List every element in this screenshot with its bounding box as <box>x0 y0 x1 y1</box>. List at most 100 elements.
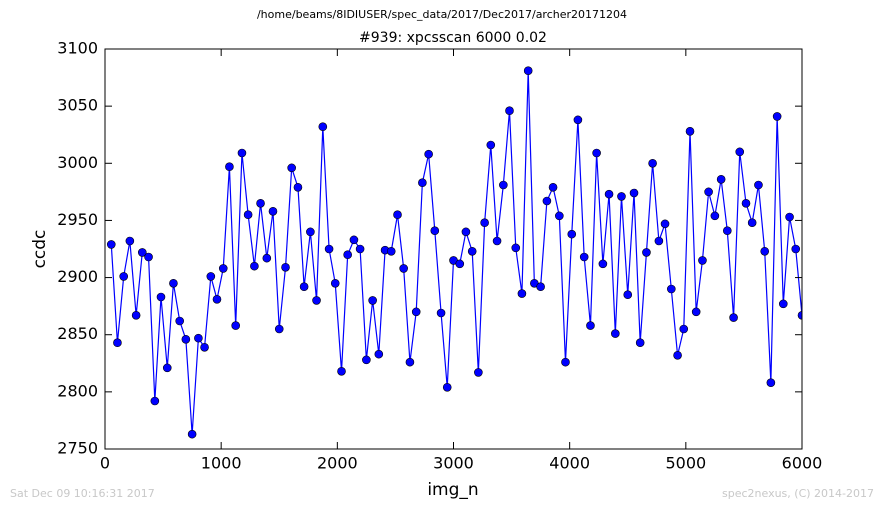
plot-area <box>106 66 802 439</box>
data-point <box>169 278 178 288</box>
data-point <box>181 334 191 344</box>
data-point <box>399 264 408 273</box>
data-point <box>194 333 203 343</box>
x-tick-label: 2000 <box>317 454 358 473</box>
x-axis-label: img_n <box>427 480 478 500</box>
data-point <box>287 163 296 173</box>
data-point <box>685 126 695 136</box>
data-point <box>592 148 601 158</box>
data-point <box>741 198 751 208</box>
data-point <box>324 244 334 254</box>
data-point <box>119 272 129 281</box>
x-tick-label: 4000 <box>549 454 590 473</box>
data-point <box>660 219 670 229</box>
data-point <box>586 321 595 330</box>
data-point <box>778 299 788 309</box>
data-point <box>131 310 141 320</box>
data-point <box>212 294 222 304</box>
data-point <box>797 310 802 320</box>
chart-title: #939: xpcsscan 6000 0.02 <box>359 30 547 46</box>
data-point <box>611 329 620 338</box>
data-point <box>579 252 589 262</box>
x-tick-label: 0 <box>100 454 110 473</box>
footer-left: Sat Dec 09 10:16:31 2017 <box>10 487 155 500</box>
data-point <box>536 282 545 292</box>
y-tick-label: 2950 <box>57 210 98 229</box>
y-axis-label: ccdc <box>30 230 50 269</box>
suptitle: /home/beams/8IDIUSER/spec_data/2017/Dec2… <box>257 8 627 21</box>
data-point <box>598 259 608 269</box>
data-point <box>349 235 359 245</box>
data-point <box>200 342 209 352</box>
x-tick-label: 3000 <box>433 454 474 473</box>
data-point <box>125 236 135 246</box>
data-point <box>654 236 664 246</box>
data-point <box>368 296 377 305</box>
data-point <box>268 206 278 216</box>
data-point <box>555 211 564 221</box>
data-point <box>623 290 633 300</box>
data-point <box>772 112 782 121</box>
data-point <box>467 246 477 256</box>
data-point <box>293 182 303 192</box>
data-point <box>430 226 440 236</box>
data-point <box>106 240 116 249</box>
data-point <box>218 264 228 273</box>
data-point <box>729 313 738 322</box>
data-point <box>156 292 166 302</box>
data-point <box>250 261 259 271</box>
data-point <box>635 338 645 348</box>
data-point <box>511 243 521 253</box>
data-point <box>312 296 321 305</box>
data-point <box>362 355 371 365</box>
x-tick-label: 5000 <box>665 454 706 473</box>
data-point <box>710 211 720 221</box>
data-point <box>150 396 160 406</box>
data-point <box>281 262 290 272</box>
y-tick-label: 3050 <box>57 96 98 115</box>
data-point <box>673 350 682 360</box>
data-point <box>442 382 452 392</box>
footer-right: spec2nexus, (C) 2014-2017 <box>722 487 874 500</box>
data-point <box>561 357 570 367</box>
y-tick-label: 3100 <box>57 39 98 58</box>
data-point <box>187 429 197 439</box>
data-point <box>374 349 384 359</box>
data-point <box>704 187 713 197</box>
data-point <box>299 282 309 292</box>
data-point <box>698 256 707 265</box>
data-point <box>386 246 396 256</box>
data-point <box>206 272 216 281</box>
data-point <box>760 246 770 256</box>
data-point <box>144 252 153 262</box>
data-point <box>499 180 508 190</box>
data-point <box>629 188 639 198</box>
data-point <box>231 321 240 330</box>
data-point <box>237 148 247 158</box>
axes-frame <box>104 48 803 450</box>
data-point <box>405 357 415 367</box>
data-point <box>337 366 346 376</box>
data-point <box>306 227 315 237</box>
data-point <box>691 307 701 317</box>
series-line <box>110 70 802 435</box>
data-point <box>262 253 272 263</box>
data-point <box>256 198 265 208</box>
data-point <box>436 308 446 318</box>
data-point <box>330 278 340 288</box>
y-tick-label: 2850 <box>57 324 98 343</box>
data-point <box>679 324 689 334</box>
data-point <box>573 115 583 125</box>
data-point <box>667 284 676 294</box>
y-tick-label: 3000 <box>57 153 98 172</box>
data-point <box>735 147 745 157</box>
data-point <box>604 189 614 199</box>
data-point <box>754 180 763 190</box>
x-tick-label: 1000 <box>201 454 242 473</box>
data-point <box>648 158 657 168</box>
data-point <box>716 174 726 184</box>
data-point <box>567 229 577 239</box>
data-point <box>617 192 626 201</box>
data-point <box>492 236 502 246</box>
